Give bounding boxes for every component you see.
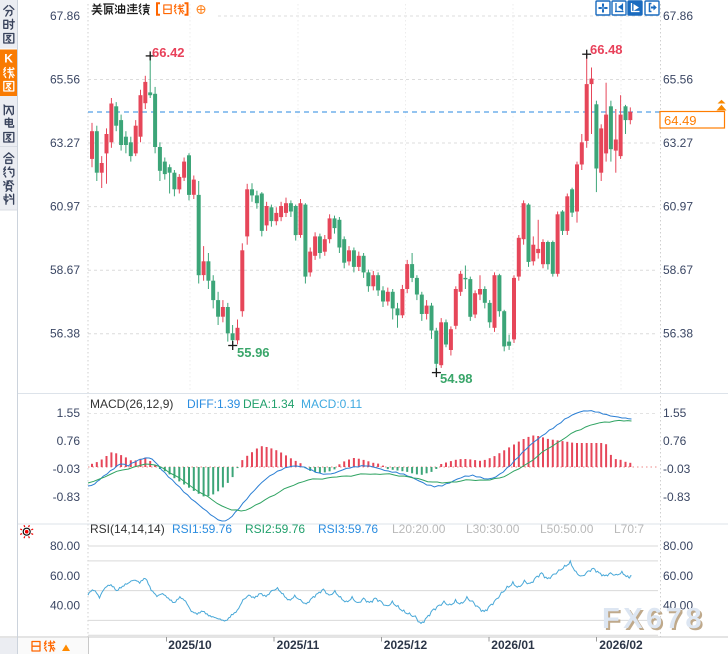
- svg-text:0.76: 0.76: [663, 434, 687, 448]
- svg-text:65.56: 65.56: [50, 73, 80, 87]
- svg-text:54.98: 54.98: [440, 371, 473, 386]
- svg-text:63.27: 63.27: [663, 136, 693, 150]
- svg-text:RSI(14,14,14): RSI(14,14,14): [90, 522, 165, 536]
- svg-text:FX678: FX678: [602, 603, 705, 635]
- svg-text:66.48: 66.48: [590, 42, 623, 57]
- svg-text:-0.83: -0.83: [53, 490, 81, 504]
- svg-text:64.49: 64.49: [664, 113, 697, 128]
- svg-text:RSI2:59.76: RSI2:59.76: [245, 522, 305, 536]
- svg-text:2025/12: 2025/12: [384, 638, 428, 652]
- svg-text:L50:50.00: L50:50.00: [540, 522, 594, 536]
- svg-text:-0.03: -0.03: [53, 462, 81, 476]
- svg-text:2025/11: 2025/11: [277, 638, 320, 652]
- svg-text:RSI3:59.76: RSI3:59.76: [318, 522, 378, 536]
- svg-text:40.00: 40.00: [663, 599, 693, 613]
- svg-text:60.97: 60.97: [663, 200, 693, 214]
- svg-text:L30:30.00: L30:30.00: [466, 522, 520, 536]
- svg-text:RSI1:59.76: RSI1:59.76: [172, 522, 232, 536]
- svg-text:-0.83: -0.83: [663, 490, 691, 504]
- svg-text:55.96: 55.96: [237, 345, 270, 360]
- svg-text:80.00: 80.00: [50, 539, 80, 553]
- svg-text:2026/02: 2026/02: [599, 638, 643, 652]
- svg-text:DEA:1.34: DEA:1.34: [243, 397, 295, 411]
- svg-text:L70:7: L70:7: [614, 522, 644, 536]
- svg-text:0.76: 0.76: [57, 434, 81, 448]
- svg-text:63.27: 63.27: [50, 136, 80, 150]
- svg-text:L20:20.00: L20:20.00: [392, 522, 446, 536]
- svg-text:40.00: 40.00: [50, 599, 80, 613]
- svg-text:2025/10: 2025/10: [168, 638, 212, 652]
- svg-text:67.86: 67.86: [50, 9, 80, 23]
- svg-text:-0.03: -0.03: [663, 462, 691, 476]
- svg-text:K: K: [4, 52, 13, 66]
- svg-text:60.00: 60.00: [663, 569, 693, 583]
- svg-text:MACD:0.11: MACD:0.11: [301, 397, 362, 411]
- svg-text:80.00: 80.00: [663, 539, 693, 553]
- svg-text:56.38: 56.38: [50, 327, 80, 341]
- svg-text:2026/01: 2026/01: [491, 638, 535, 652]
- svg-text:58.67: 58.67: [663, 263, 693, 277]
- svg-text:58.67: 58.67: [50, 263, 80, 277]
- svg-text:1.55: 1.55: [57, 406, 81, 420]
- svg-text:65.56: 65.56: [663, 73, 693, 87]
- svg-text:MACD(26,12,9): MACD(26,12,9): [90, 397, 173, 411]
- svg-text:60.00: 60.00: [50, 569, 80, 583]
- svg-text:60.97: 60.97: [50, 200, 80, 214]
- svg-text:1.55: 1.55: [663, 406, 687, 420]
- svg-text:DIFF:1.39: DIFF:1.39: [187, 397, 241, 411]
- svg-text:FX678: FX678: [604, 605, 707, 637]
- svg-text:56.38: 56.38: [663, 327, 693, 341]
- svg-text:66.42: 66.42: [152, 45, 185, 60]
- svg-text:67.86: 67.86: [663, 9, 693, 23]
